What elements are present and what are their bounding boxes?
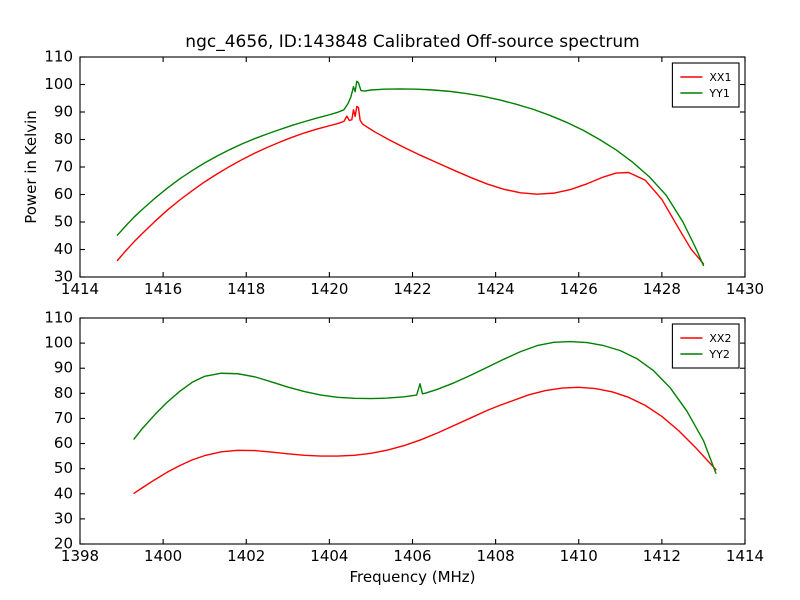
- x-tick-label: 1414: [726, 547, 764, 565]
- x-tick-label: 1426: [560, 280, 598, 298]
- legend-label-yy2: YY2: [708, 348, 729, 361]
- y-tick-label: 70: [54, 409, 73, 427]
- x-tick-label: 1424: [477, 280, 515, 298]
- legend-box: [671, 62, 740, 108]
- y-tick-label: 100: [44, 334, 73, 352]
- series-line-xx2: [133, 386, 717, 494]
- y-tick-label: 60: [54, 434, 73, 452]
- x-tick-label: 1430: [726, 280, 764, 298]
- x-tick-label: 1418: [227, 280, 265, 298]
- x-tick-label: 1414: [61, 280, 99, 298]
- chart-title: ngc_4656, ID:143848 Calibrated Off-sourc…: [185, 32, 639, 52]
- x-tick-label: 1402: [227, 547, 265, 565]
- x-tick-label: 1404: [310, 547, 348, 565]
- x-tick-label: 1400: [144, 547, 182, 565]
- y-tick-label: 100: [44, 75, 73, 93]
- x-axis-label: Frequency (MHz): [349, 568, 475, 586]
- x-tick-label: 1406: [393, 547, 431, 565]
- chart-lower-spectrum: 1398 1400 1402 1404 1406 1408 1410 1412 1414 20 30…: [44, 309, 764, 587]
- y-tick-label: 110: [44, 309, 73, 327]
- y-tick-label: 80: [54, 130, 73, 148]
- series-line-xx1: [116, 105, 705, 265]
- legend-label-yy1: YY1: [708, 87, 729, 100]
- y-tick-label: 40: [54, 240, 73, 258]
- series-group: [116, 80, 705, 267]
- series-line-yy2: [133, 340, 717, 474]
- y-tick-label: 30: [54, 509, 73, 527]
- x-tick-label: 1410: [560, 547, 598, 565]
- y-tick-label: 80: [54, 384, 73, 402]
- series-group: [133, 340, 717, 494]
- y-tick-label: 110: [44, 48, 73, 66]
- x-tick-label: 1412: [643, 547, 681, 565]
- y-tick-label: 60: [54, 185, 73, 203]
- legend-label-xx1: XX1: [709, 71, 731, 84]
- y-tick-label: 30: [54, 268, 73, 286]
- x-tick-label: 1416: [144, 280, 182, 298]
- x-tick-label: 1422: [393, 280, 431, 298]
- legend-label-xx2: XX2: [709, 332, 731, 345]
- y-tick-label: 50: [54, 459, 73, 477]
- chart-upper-spectrum: ngc_4656, ID:143848 Calibrated Off-sourc…: [22, 32, 764, 298]
- axes-frame: [79, 56, 746, 278]
- x-tick-label: 1420: [310, 280, 348, 298]
- y-tick-label: 90: [54, 359, 73, 377]
- y-tick-label: 50: [54, 213, 73, 231]
- x-tick-label: 1428: [643, 280, 681, 298]
- y-axis-label: Power in Kelvin: [22, 110, 40, 224]
- legend-box: [671, 323, 740, 369]
- y-tick-label: 20: [54, 535, 73, 553]
- series-line-yy1: [116, 80, 705, 267]
- x-tick-label: 1408: [477, 547, 515, 565]
- axes-frame: [79, 317, 746, 545]
- y-tick-label: 70: [54, 158, 73, 176]
- y-tick-label: 90: [54, 103, 73, 121]
- x-tick-label: 1398: [61, 547, 99, 565]
- y-tick-label: 40: [54, 484, 73, 502]
